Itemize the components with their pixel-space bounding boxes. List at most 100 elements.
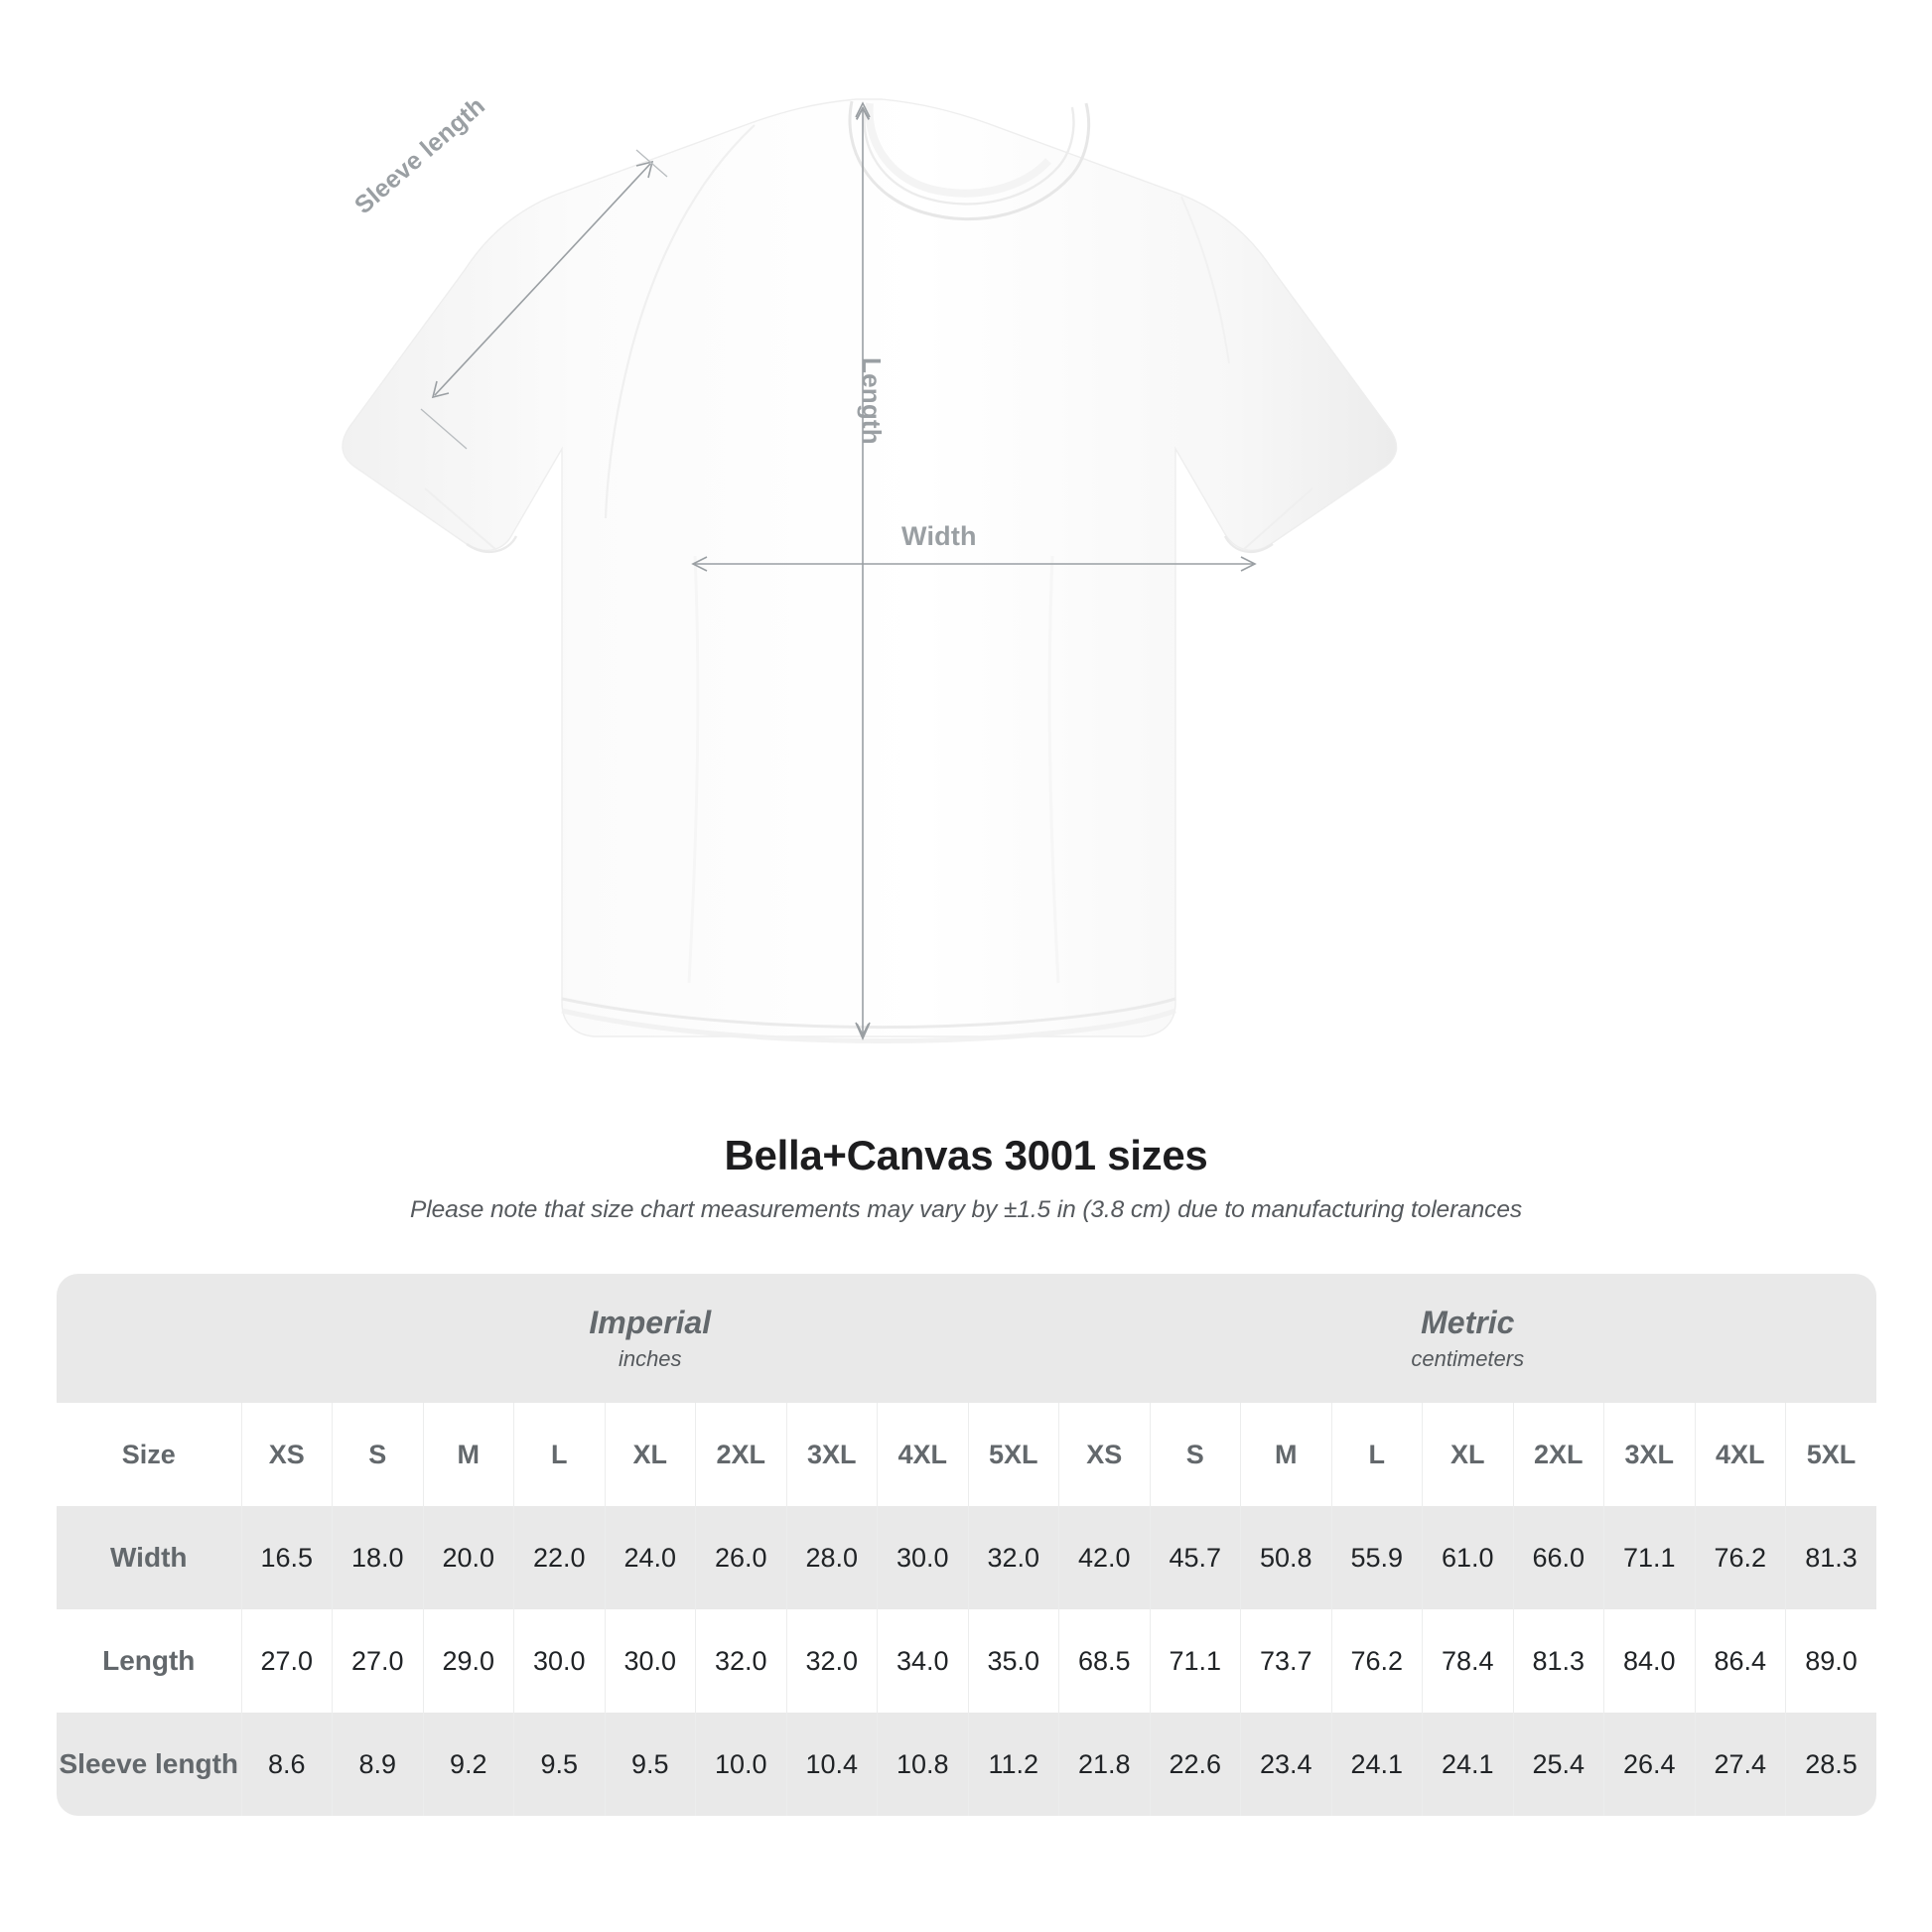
- title-block: Bella+Canvas 3001 sizes Please note that…: [0, 1132, 1932, 1224]
- length-label: Length: [857, 357, 887, 445]
- cell-sleeve-metric-3xl: 26.4: [1603, 1713, 1695, 1816]
- cell-length-metric-s: 71.1: [1149, 1609, 1241, 1713]
- cell-length-metric-5xl: 89.0: [1785, 1609, 1876, 1713]
- size-header-label: Size: [121, 1439, 176, 1469]
- cell-width-metric-s: 45.7: [1149, 1506, 1241, 1609]
- size-col-imperial-5xl: 5XL: [967, 1403, 1059, 1506]
- cell-sleeve-metric-5xl: 28.5: [1785, 1713, 1876, 1816]
- cell-length-imperial-s: 27.0: [332, 1609, 423, 1713]
- cell-sleeve-imperial-2xl: 10.0: [695, 1713, 786, 1816]
- cell-sleeve-metric-s: 22.6: [1149, 1713, 1241, 1816]
- cell-sleeve-metric-4xl: 27.4: [1694, 1713, 1786, 1816]
- unit-sub-imperial: inches: [618, 1345, 682, 1371]
- size-col-metric-xl: XL: [1422, 1403, 1513, 1506]
- cell-sleeve-metric-m: 23.4: [1240, 1713, 1331, 1816]
- cell-length-metric-4xl: 86.4: [1694, 1609, 1786, 1713]
- cell-sleeve-imperial-m: 9.2: [422, 1713, 514, 1816]
- size-table-container: Imperial inches Metric centimeters Size …: [57, 1274, 1876, 1816]
- tshirt-body: [342, 98, 1398, 1043]
- size-col-metric-l: L: [1330, 1403, 1423, 1506]
- cell-sleeve-metric-l: 24.1: [1330, 1713, 1423, 1816]
- cell-width-imperial-l: 22.0: [513, 1506, 605, 1609]
- size-table: Imperial inches Metric centimeters Size …: [57, 1274, 1876, 1816]
- cell-length-imperial-m: 29.0: [422, 1609, 514, 1713]
- size-col-imperial-m: M: [422, 1403, 514, 1506]
- cell-width-metric-l: 55.9: [1330, 1506, 1423, 1609]
- cell-sleeve-imperial-l: 9.5: [513, 1713, 605, 1816]
- cell-width-metric-2xl: 66.0: [1512, 1506, 1604, 1609]
- size-col-metric-xs: XS: [1058, 1403, 1150, 1506]
- width-arrow: [691, 556, 1257, 572]
- unit-header-row: Imperial inches Metric centimeters: [57, 1274, 1876, 1403]
- cell-length-metric-xl: 78.4: [1422, 1609, 1513, 1713]
- cell-sleeve-metric-2xl: 25.4: [1512, 1713, 1604, 1816]
- cell-width-imperial-2xl: 26.0: [695, 1506, 786, 1609]
- size-col-imperial-xs: XS: [240, 1403, 333, 1506]
- table-row-length: Length 27.0 27.0 29.0 30.0 30.0 32.0 32.…: [57, 1609, 1876, 1713]
- size-col-metric-5xl: 5XL: [1785, 1403, 1876, 1506]
- unit-header-spacer: [57, 1274, 241, 1403]
- cell-width-metric-3xl: 71.1: [1603, 1506, 1695, 1609]
- page-title: Bella+Canvas 3001 sizes: [724, 1132, 1208, 1178]
- size-col-imperial-l: L: [513, 1403, 605, 1506]
- size-header-row: Size XS S M L XL 2XL 3XL 4XL 5XL XS S M …: [57, 1403, 1876, 1506]
- cell-sleeve-imperial-3xl: 10.4: [785, 1713, 878, 1816]
- cell-length-imperial-xs: 27.0: [240, 1609, 333, 1713]
- cell-width-imperial-xl: 24.0: [604, 1506, 696, 1609]
- cell-width-imperial-s: 18.0: [332, 1506, 423, 1609]
- width-label: Width: [901, 521, 977, 551]
- size-col-metric-2xl: 2XL: [1512, 1403, 1604, 1506]
- cell-length-metric-2xl: 81.3: [1512, 1609, 1604, 1713]
- cell-sleeve-imperial-xl: 9.5: [604, 1713, 696, 1816]
- cell-length-metric-l: 76.2: [1330, 1609, 1423, 1713]
- unit-sub-metric: centimeters: [1411, 1345, 1525, 1371]
- table-row-sleeve-length: Sleeve length 8.6 8.9 9.2 9.5 9.5 10.0 1…: [57, 1713, 1876, 1816]
- cell-sleeve-imperial-xs: 8.6: [240, 1713, 333, 1816]
- cell-width-imperial-m: 20.0: [422, 1506, 514, 1609]
- row-label-sleeve-length: Sleeve length: [59, 1748, 238, 1779]
- cell-width-metric-4xl: 76.2: [1694, 1506, 1786, 1609]
- size-col-metric-s: S: [1149, 1403, 1241, 1506]
- cell-length-imperial-2xl: 32.0: [695, 1609, 786, 1713]
- size-col-imperial-3xl: 3XL: [785, 1403, 878, 1506]
- tshirt-illustration: Sleeve length Length Width: [342, 91, 1398, 1043]
- cell-length-metric-3xl: 84.0: [1603, 1609, 1695, 1713]
- tolerance-note: Please note that size chart measurements…: [410, 1196, 1522, 1223]
- cell-width-imperial-5xl: 32.0: [967, 1506, 1059, 1609]
- cell-width-metric-5xl: 81.3: [1785, 1506, 1876, 1609]
- sleeve-length-arrow: [420, 149, 668, 450]
- cell-sleeve-imperial-5xl: 11.2: [967, 1713, 1059, 1816]
- size-col-metric-3xl: 3XL: [1603, 1403, 1695, 1506]
- cell-width-imperial-3xl: 28.0: [785, 1506, 878, 1609]
- row-label-width: Width: [110, 1542, 188, 1573]
- cell-length-imperial-xl: 30.0: [604, 1609, 696, 1713]
- cell-length-imperial-l: 30.0: [513, 1609, 605, 1713]
- cell-width-metric-m: 50.8: [1240, 1506, 1331, 1609]
- cell-length-imperial-3xl: 32.0: [785, 1609, 878, 1713]
- cell-length-imperial-4xl: 34.0: [877, 1609, 968, 1713]
- cell-sleeve-imperial-4xl: 10.8: [877, 1713, 968, 1816]
- unit-name-metric: Metric: [1421, 1305, 1515, 1341]
- cell-length-imperial-5xl: 35.0: [967, 1609, 1059, 1713]
- cell-length-metric-m: 73.7: [1240, 1609, 1331, 1713]
- cell-sleeve-metric-xs: 21.8: [1058, 1713, 1150, 1816]
- table-row-width: Width 16.5 18.0 20.0 22.0 24.0 26.0 28.0…: [57, 1506, 1876, 1609]
- unit-header-metric: Metric centimeters: [1058, 1274, 1876, 1403]
- cell-sleeve-imperial-s: 8.9: [332, 1713, 423, 1816]
- row-label-length: Length: [102, 1645, 196, 1676]
- cell-width-metric-xl: 61.0: [1422, 1506, 1513, 1609]
- size-col-metric-m: M: [1240, 1403, 1331, 1506]
- size-col-imperial-xl: XL: [604, 1403, 696, 1506]
- length-arrow: [855, 101, 871, 1040]
- cell-sleeve-metric-xl: 24.1: [1422, 1713, 1513, 1816]
- unit-header-imperial: Imperial inches: [241, 1274, 1059, 1403]
- size-col-imperial-4xl: 4XL: [877, 1403, 968, 1506]
- cell-width-imperial-4xl: 30.0: [877, 1506, 968, 1609]
- cell-width-metric-xs: 42.0: [1058, 1506, 1150, 1609]
- size-col-imperial-s: S: [332, 1403, 423, 1506]
- unit-name-imperial: Imperial: [589, 1305, 712, 1341]
- size-col-metric-4xl: 4XL: [1694, 1403, 1786, 1506]
- size-col-imperial-2xl: 2XL: [695, 1403, 786, 1506]
- cell-width-imperial-xs: 16.5: [240, 1506, 333, 1609]
